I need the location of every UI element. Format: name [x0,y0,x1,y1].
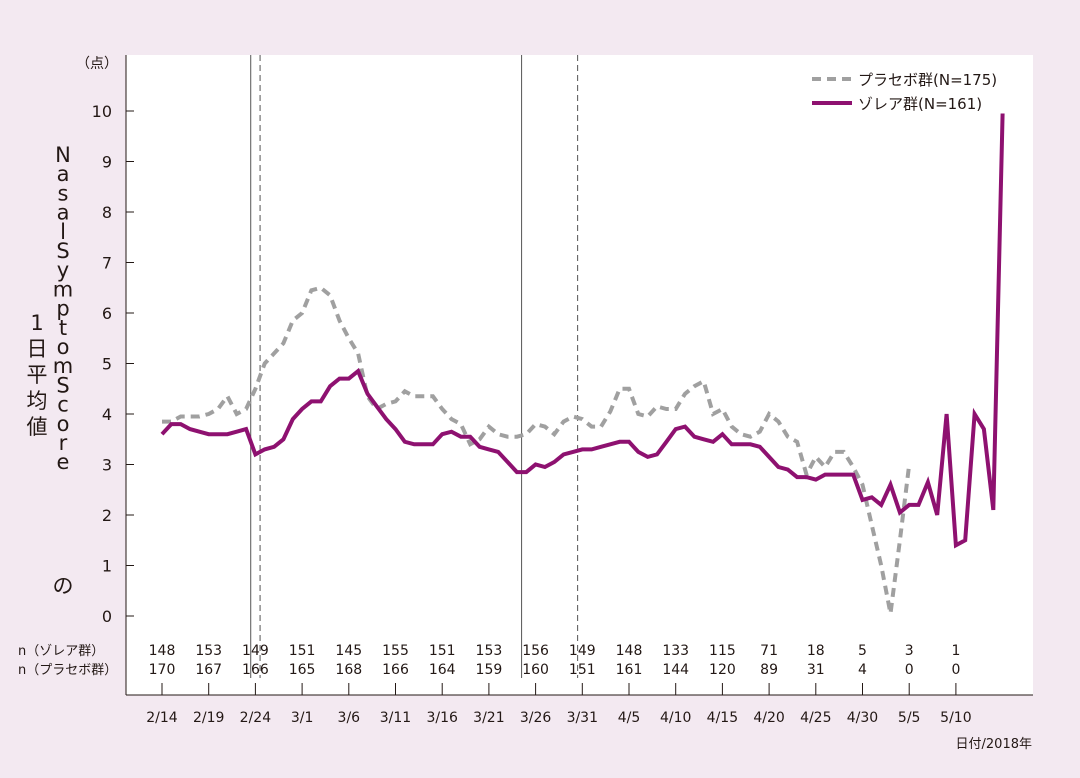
y-axis-title-char: N [55,143,71,167]
y-axis-title-char: o [57,412,70,436]
n-value-zolair: 145 [335,643,362,659]
x-tick-label: 2/24 [240,710,272,726]
y-axis-title-char: y [57,258,69,282]
n-value-placebo: 31 [807,662,825,678]
n-value-zolair: 5 [858,643,867,659]
y-tick-label: 3 [102,456,112,475]
n-value-zolair: 151 [289,643,316,659]
y-tick-label: 2 [102,506,112,525]
y-axis-title-char: p [56,297,69,321]
y-axis-title-char: 1 [30,311,43,335]
n-value-zolair: 153 [195,643,222,659]
n-value-zolair: 153 [476,643,503,659]
y-tick-label: 7 [102,254,112,273]
x-tick-label: 2/14 [146,710,178,726]
n-value-zolair: 1 [951,643,960,659]
y-axis-title-char: m [53,277,73,301]
n-value-placebo: 166 [382,662,409,678]
x-tick-label: 3/21 [473,710,504,726]
n-value-placebo: 170 [149,662,176,678]
x-tick-label: 3/6 [338,710,361,726]
y-axis-title-char: s [58,181,69,205]
zolair-series-line [160,113,1005,549]
n-label-zolair: n（ゾレア群） [18,644,104,659]
n-value-placebo: 160 [522,662,549,678]
y-tick-label: 5 [102,355,112,374]
x-tick-label: 3/16 [426,710,458,726]
n-value-placebo: 0 [951,662,960,678]
n-value-placebo: 166 [242,662,269,678]
legend-zolair-label: ゾレア群(N=161) [858,95,982,113]
y-tick-label: 1 [102,557,112,576]
y-tick-label: 6 [102,304,112,323]
n-value-zolair: 148 [149,643,176,659]
x-tick-label: 4/5 [618,710,641,726]
n-value-placebo: 151 [569,662,596,678]
n-value-placebo: 161 [616,662,643,678]
n-value-placebo: 159 [476,662,503,678]
y-axis-title-char: l [60,220,66,244]
n-value-placebo: 144 [662,662,689,678]
n-value-zolair: 18 [807,643,825,659]
n-value-zolair: 151 [429,643,456,659]
legend-placebo-label: プラセボ群(N=175) [858,71,997,89]
n-value-placebo: 0 [905,662,914,678]
x-axis-title: 日付/2018年 [956,737,1032,752]
x-tick-label: 4/20 [753,710,784,726]
n-value-zolair: 149 [569,643,596,659]
n-value-placebo: 89 [760,662,778,678]
x-tick-label: 5/5 [898,710,921,726]
y-axis-title-char: o [57,335,70,359]
n-value-placebo: 4 [858,662,867,678]
y-axis-title-char: 均 [27,389,48,413]
plot-background [126,55,1033,695]
n-value-placebo: 168 [335,662,362,678]
y-tick-label: 10 [92,102,112,121]
y-axis-title-char: S [56,373,69,397]
y-unit-label: （点） [76,56,118,72]
y-axis-title-char: S [56,239,69,263]
n-value-placebo: 164 [429,662,456,678]
x-tick-label: 3/11 [380,710,411,726]
y-axis-title-char: m [53,354,73,378]
placebo-series-line [162,285,912,614]
y-axis-title-char: 値 [27,415,48,439]
x-tick-label: 5/10 [940,710,971,726]
y-axis-title-char: e [57,450,70,474]
n-value-zolair: 148 [616,643,643,659]
y-axis-title-char: c [57,393,69,417]
x-tick-label: 3/31 [567,710,598,726]
n-label-placebo: n（プラセボ群） [18,663,117,678]
n-value-zolair: 3 [905,643,914,659]
n-value-zolair: 115 [709,643,736,659]
y-axis-title-char: 平 [27,363,48,387]
y-axis-title-char: 日 [27,337,48,361]
x-tick-label: 3/26 [520,710,552,726]
n-value-zolair: 156 [522,643,549,659]
n-value-placebo: 167 [195,662,222,678]
x-tick-label: 4/30 [847,710,878,726]
y-axis-title-char: r [59,431,68,455]
n-value-placebo: 120 [709,662,736,678]
x-tick-label: 3/1 [291,710,314,726]
y-axis-title-char: a [57,162,70,186]
x-tick-label: 4/15 [707,710,738,726]
x-tick-label: 4/25 [800,710,831,726]
n-value-zolair: 71 [760,643,778,659]
y-tick-label: 4 [102,405,112,424]
y-axis-title-char: t [59,316,67,340]
n-value-zolair: 155 [382,643,409,659]
n-value-zolair: 133 [662,643,689,659]
y-axis-title-char: a [57,201,70,225]
x-tick-label: 4/10 [660,710,691,726]
y-tick-label: 8 [102,203,112,222]
y-axis-title-char: の [53,574,74,598]
n-value-zolair: 149 [242,643,269,659]
y-tick-label: 0 [102,607,112,626]
x-tick-label: 2/19 [193,710,224,726]
n-value-placebo: 165 [289,662,316,678]
y-tick-label: 9 [102,153,112,172]
